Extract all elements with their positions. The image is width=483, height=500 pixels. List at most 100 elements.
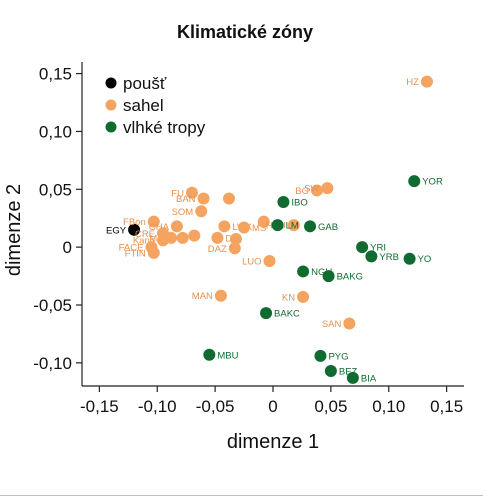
data-label: SAN (322, 319, 342, 330)
data-point (304, 220, 317, 233)
data-point (277, 196, 290, 209)
data-point (218, 220, 231, 233)
axes: -0,15 -0,10 -0,05 0 0,05 0,10 0,15 -0,10 -0,05 0 0… (33, 62, 464, 416)
data-point (257, 215, 270, 228)
data-label: PYG (328, 351, 348, 362)
data-point (214, 289, 227, 302)
data-point (128, 223, 141, 236)
data-label: DAZ (208, 244, 227, 255)
data-label: FU (171, 188, 184, 199)
data-point (297, 265, 310, 278)
data-point (176, 231, 189, 244)
data-point (157, 234, 170, 247)
x-tick-label: 0,05 (314, 397, 347, 416)
data-label: KN (282, 292, 295, 303)
data-label: Mrt (149, 233, 163, 244)
y-axis-label: dimenze 2 (3, 184, 25, 276)
data-point (228, 242, 241, 255)
x-tick-label: -0,10 (138, 397, 177, 416)
x-tick-label: 0,10 (372, 397, 405, 416)
data-label: YO (418, 254, 432, 265)
data-label: FBon (123, 217, 146, 228)
data-point (322, 270, 335, 283)
data-label: CHA (149, 222, 170, 233)
data-point (197, 192, 210, 205)
x-tick-label: -0,15 (80, 397, 119, 416)
data-label: FTIN (125, 248, 146, 259)
data-point (229, 233, 242, 246)
data-label: Kano (133, 236, 155, 247)
data-label: FACE (119, 243, 144, 254)
data-point (238, 221, 251, 234)
data-label: YRB (379, 252, 399, 263)
data-point (223, 192, 236, 205)
data-points: EGYHZFUBANSOMFBonCHACREMrtKanoFACEFTINLW… (106, 75, 443, 384)
data-label: BAKG (337, 272, 363, 283)
data-label: BO (295, 186, 309, 197)
y-tick-label: 0,10 (39, 122, 72, 141)
data-point (321, 182, 334, 195)
data-point (403, 252, 416, 265)
data-point (195, 205, 208, 218)
data-point (260, 307, 273, 320)
y-tick-label: -0,05 (33, 296, 72, 315)
data-point (346, 371, 359, 384)
legend-marker (105, 99, 117, 111)
legend-marker (105, 77, 117, 89)
y-tick-label: 0,05 (39, 180, 72, 199)
data-point (188, 229, 201, 242)
legend: poušť sahel vlhké tropy (105, 74, 206, 137)
data-label: BAKC (274, 309, 300, 320)
data-label: MAN (192, 291, 213, 302)
data-point (297, 290, 310, 303)
data-label: IBO (291, 198, 307, 209)
x-tick-label: -0,05 (196, 397, 235, 416)
legend-marker (105, 121, 117, 133)
data-point (147, 215, 160, 228)
data-point (287, 219, 300, 232)
data-point (310, 184, 323, 197)
data-label: YOR (422, 177, 443, 188)
data-point (185, 186, 198, 199)
data-label: MBU (217, 350, 238, 361)
data-label: NGU (311, 267, 332, 278)
data-label: BAN (176, 194, 196, 205)
x-tick-label: 0 (268, 397, 277, 416)
data-point (147, 246, 160, 259)
chart-title: Klimatické zóny (177, 22, 313, 42)
data-point (203, 348, 216, 361)
y-tick-label: -0,10 (33, 354, 72, 373)
x-tick-label: 0,15 (430, 397, 463, 416)
legend-label: sahel (123, 96, 164, 115)
legend-label: vlhké tropy (123, 118, 206, 137)
data-label: LM (286, 221, 299, 232)
data-label: HZ (406, 77, 419, 88)
data-point (263, 255, 276, 268)
data-point (408, 175, 421, 188)
data-label: BIA (361, 373, 377, 384)
data-label: MS (252, 223, 266, 234)
data-point (170, 220, 183, 233)
data-label: CRE (135, 229, 155, 240)
data-point (211, 231, 224, 244)
data-label: LUO (242, 257, 262, 268)
y-tick-label: 0,15 (39, 65, 72, 84)
data-point (420, 75, 433, 88)
data-point (343, 317, 356, 330)
bottom-divider (0, 495, 483, 496)
data-label: SOM (172, 207, 194, 218)
data-label: GAB (318, 222, 338, 233)
data-point (271, 219, 284, 232)
data-label: YRI (370, 243, 386, 254)
data-label: SW (304, 184, 319, 195)
data-label: EGY (106, 225, 127, 236)
data-point (365, 250, 378, 263)
data-point (324, 364, 337, 377)
y-tick-label: 0 (63, 238, 72, 257)
x-axis-label: dimenze 1 (227, 431, 319, 453)
data-label: BEZ (339, 366, 358, 377)
legend-label: poušť (123, 74, 167, 93)
data-point (356, 241, 369, 254)
